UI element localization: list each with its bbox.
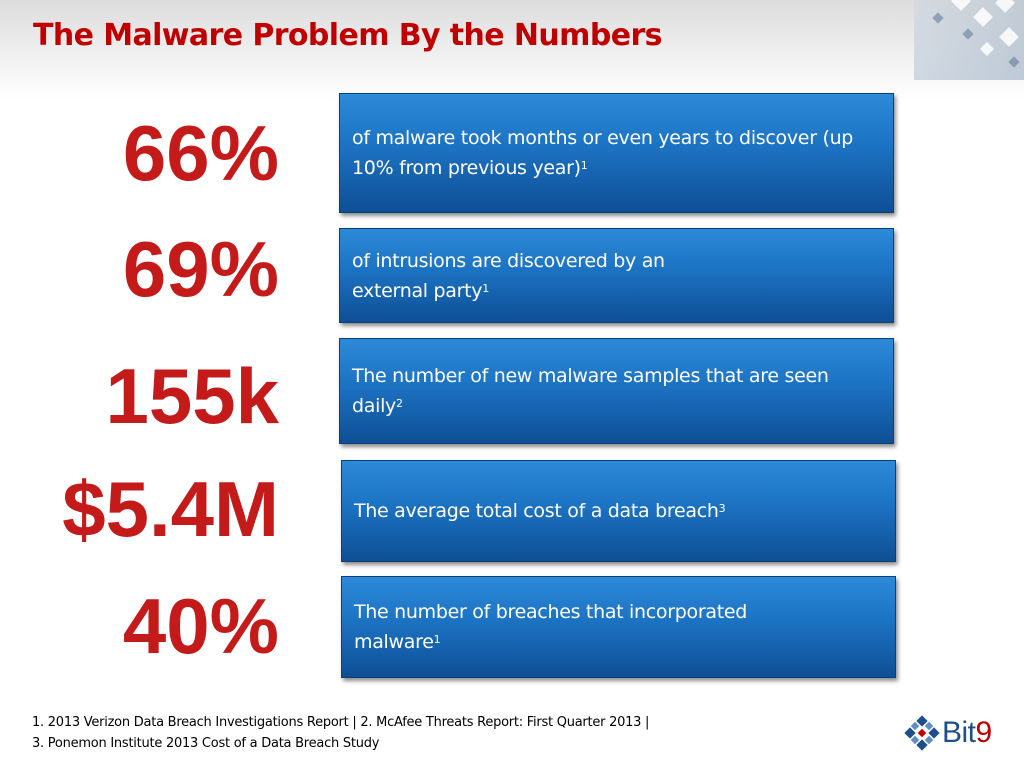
header-band <box>0 0 1024 100</box>
stat-card-text: The number of breaches that incorporated… <box>354 601 747 653</box>
stat-card-text: The number of new malware samples that a… <box>352 365 829 417</box>
page-title: The Malware Problem By the Numbers <box>33 18 663 53</box>
bit9-logo-icon <box>904 715 940 751</box>
footnote-ref: 1 <box>580 159 588 172</box>
footnote-ref: 3 <box>718 502 726 515</box>
stat-card-breach-cost: The average total cost of a data breach3 <box>341 460 896 562</box>
stat-card-daily-samples: The number of new malware samples that a… <box>339 338 894 444</box>
stat-card-external-discovery: of intrusions are discovered by an exter… <box>339 228 894 323</box>
footnote-line: 1. 2013 Verizon Data Breach Investigatio… <box>32 715 650 730</box>
stat-card-text: of malware took months or even years to … <box>352 127 854 179</box>
stat-value-breach-cost: $5.4M <box>62 465 279 553</box>
footnote-sources: 1. 2013 Verizon Data Breach Investigatio… <box>32 712 649 754</box>
footnote-ref: 1 <box>433 633 441 646</box>
stat-card-malware-discovery: of malware took months or even years to … <box>339 93 894 213</box>
stat-value-daily-samples: 155k <box>105 352 279 440</box>
footnote-ref: 1 <box>482 281 489 295</box>
stat-card-text: of intrusions are discovered by an exter… <box>352 249 665 302</box>
corner-decoration <box>914 0 1024 80</box>
footnote-ref: 2 <box>396 397 403 410</box>
stat-value-malware-breaches: 40% <box>122 582 279 670</box>
stat-card-text: The average total cost of a data breach3 <box>354 500 726 522</box>
stat-value-external-discovery: 69% <box>122 225 279 313</box>
footnote-line: 3. Ponemon Institute 2013 Cost of a Data… <box>32 736 380 751</box>
stat-card-malware-breaches: The number of breaches that incorporated… <box>341 576 896 678</box>
bit9-logo-text: Bit9 <box>942 716 992 749</box>
stat-value-malware-discovery: 66% <box>122 109 279 197</box>
bit9-logo: Bit9 <box>904 713 1004 753</box>
